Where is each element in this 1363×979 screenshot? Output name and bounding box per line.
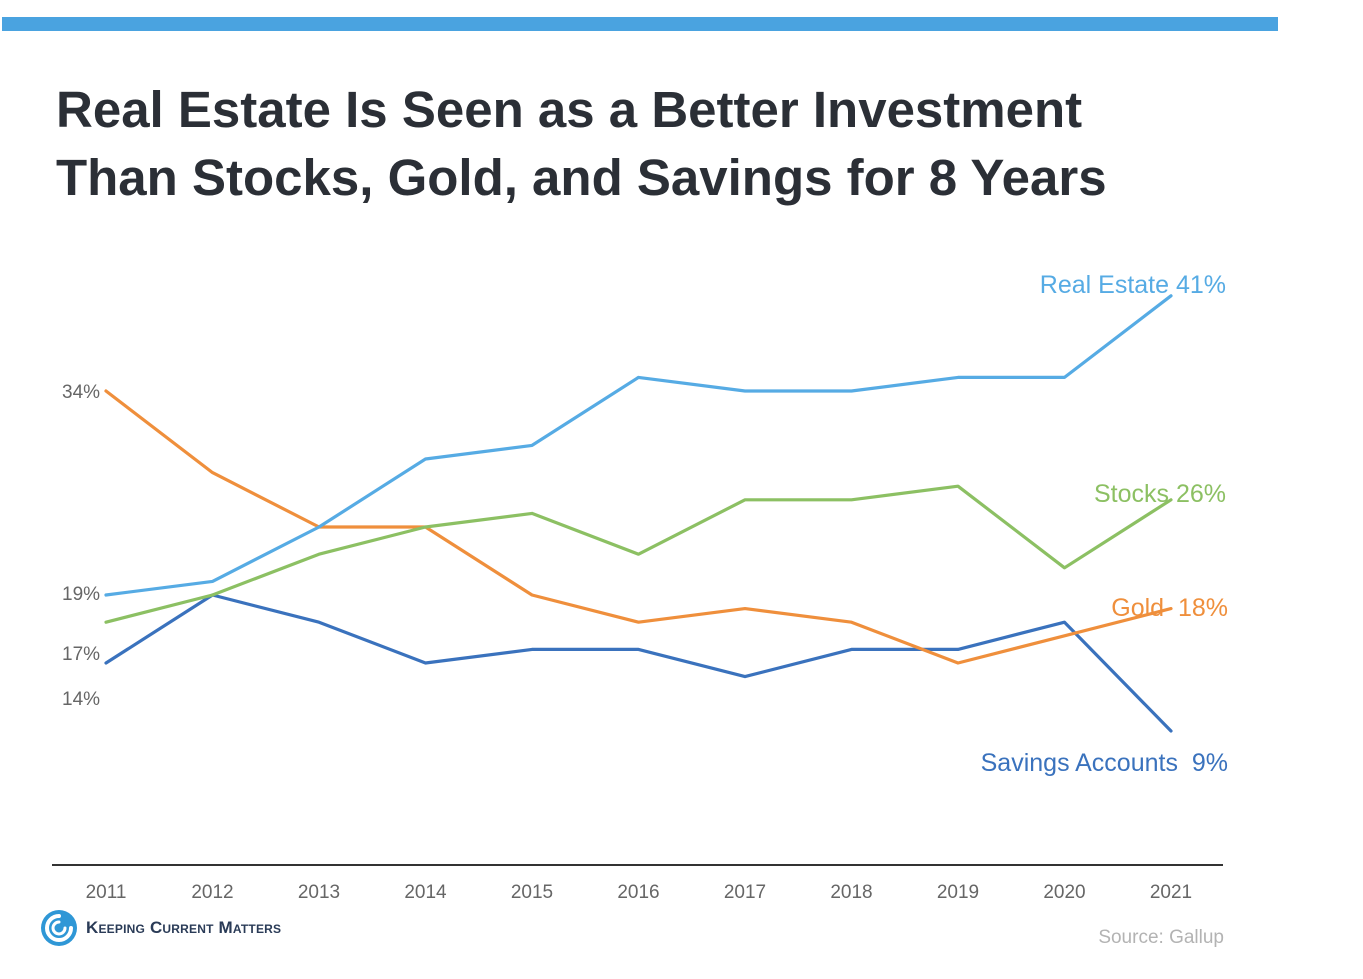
- start-value-label-14: 14%: [62, 689, 100, 710]
- start-value-label-19: 19%: [62, 584, 100, 605]
- source-note: Source: Gallup: [1098, 927, 1224, 948]
- start-value-label-17: 17%: [62, 644, 100, 665]
- x-tick-label-2021: 2021: [1150, 882, 1192, 903]
- x-tick-label-2020: 2020: [1043, 882, 1085, 903]
- chart-title-line-1: Real Estate Is Seen as a Better Investme…: [56, 81, 1083, 138]
- kcm-swirl-icon: [41, 910, 77, 946]
- chart-title: Real Estate Is Seen as a Better Investme…: [56, 76, 1316, 212]
- series-end-label-stocks: Stocks 26%: [1094, 480, 1226, 508]
- x-tick-label-2018: 2018: [830, 882, 872, 903]
- x-tick-label-2013: 2013: [298, 882, 340, 903]
- series-line-real-estate: [104, 294, 1173, 597]
- series-end-label-savings-accounts: Savings Accounts 9%: [981, 749, 1228, 777]
- x-tick-label-2017: 2017: [724, 882, 766, 903]
- series-end-label-real-estate: Real Estate 41%: [1040, 271, 1226, 299]
- chart-title-line-2: Than Stocks, Gold, and Savings for 8 Yea…: [56, 149, 1107, 206]
- x-tick-label-2014: 2014: [404, 882, 447, 903]
- series-line-savings-accounts: [104, 593, 1173, 733]
- start-value-label-34: 34%: [62, 382, 100, 403]
- series-end-label-gold: Gold 18%: [1111, 594, 1228, 622]
- logo-text: Keeping Current Matters: [86, 918, 282, 937]
- top-accent-bar: [2, 17, 1278, 31]
- x-tick-label-2012: 2012: [191, 882, 233, 903]
- x-tick-label-2019: 2019: [937, 882, 979, 903]
- x-tick-label-2015: 2015: [511, 882, 553, 903]
- x-tick-label-2011: 2011: [86, 882, 127, 903]
- keeping-current-matters-logo: Keeping Current Matters: [40, 908, 281, 948]
- x-tick-label-2016: 2016: [617, 882, 659, 903]
